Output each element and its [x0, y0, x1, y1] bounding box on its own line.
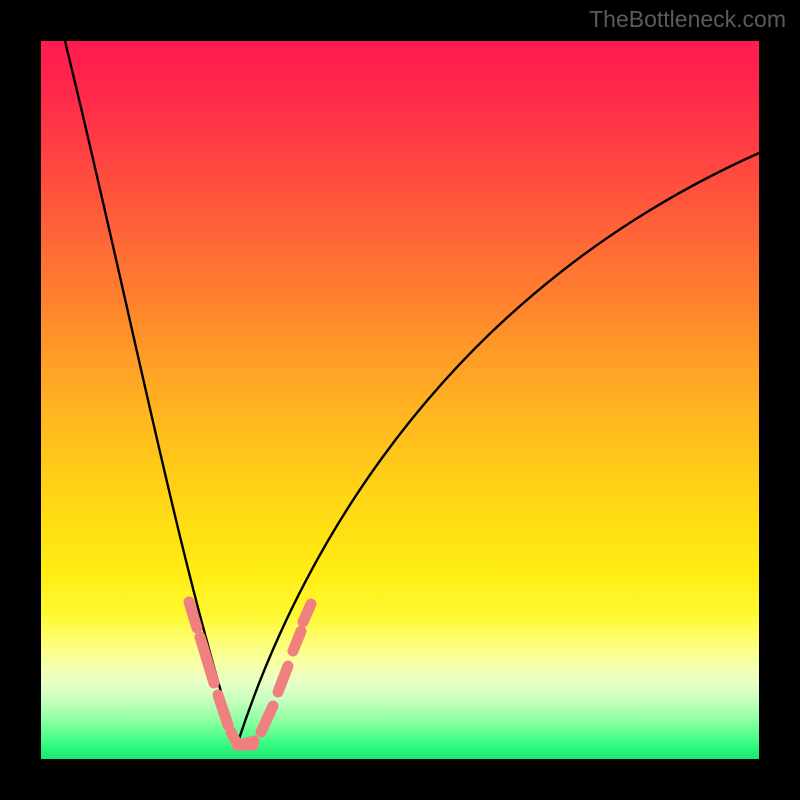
marker-segment	[303, 604, 311, 622]
marker-segment	[293, 631, 301, 651]
plot-area	[41, 41, 759, 759]
marker-segment	[189, 602, 197, 628]
watermark-text: TheBottleneck.com	[589, 6, 786, 33]
plot-svg	[41, 41, 759, 759]
